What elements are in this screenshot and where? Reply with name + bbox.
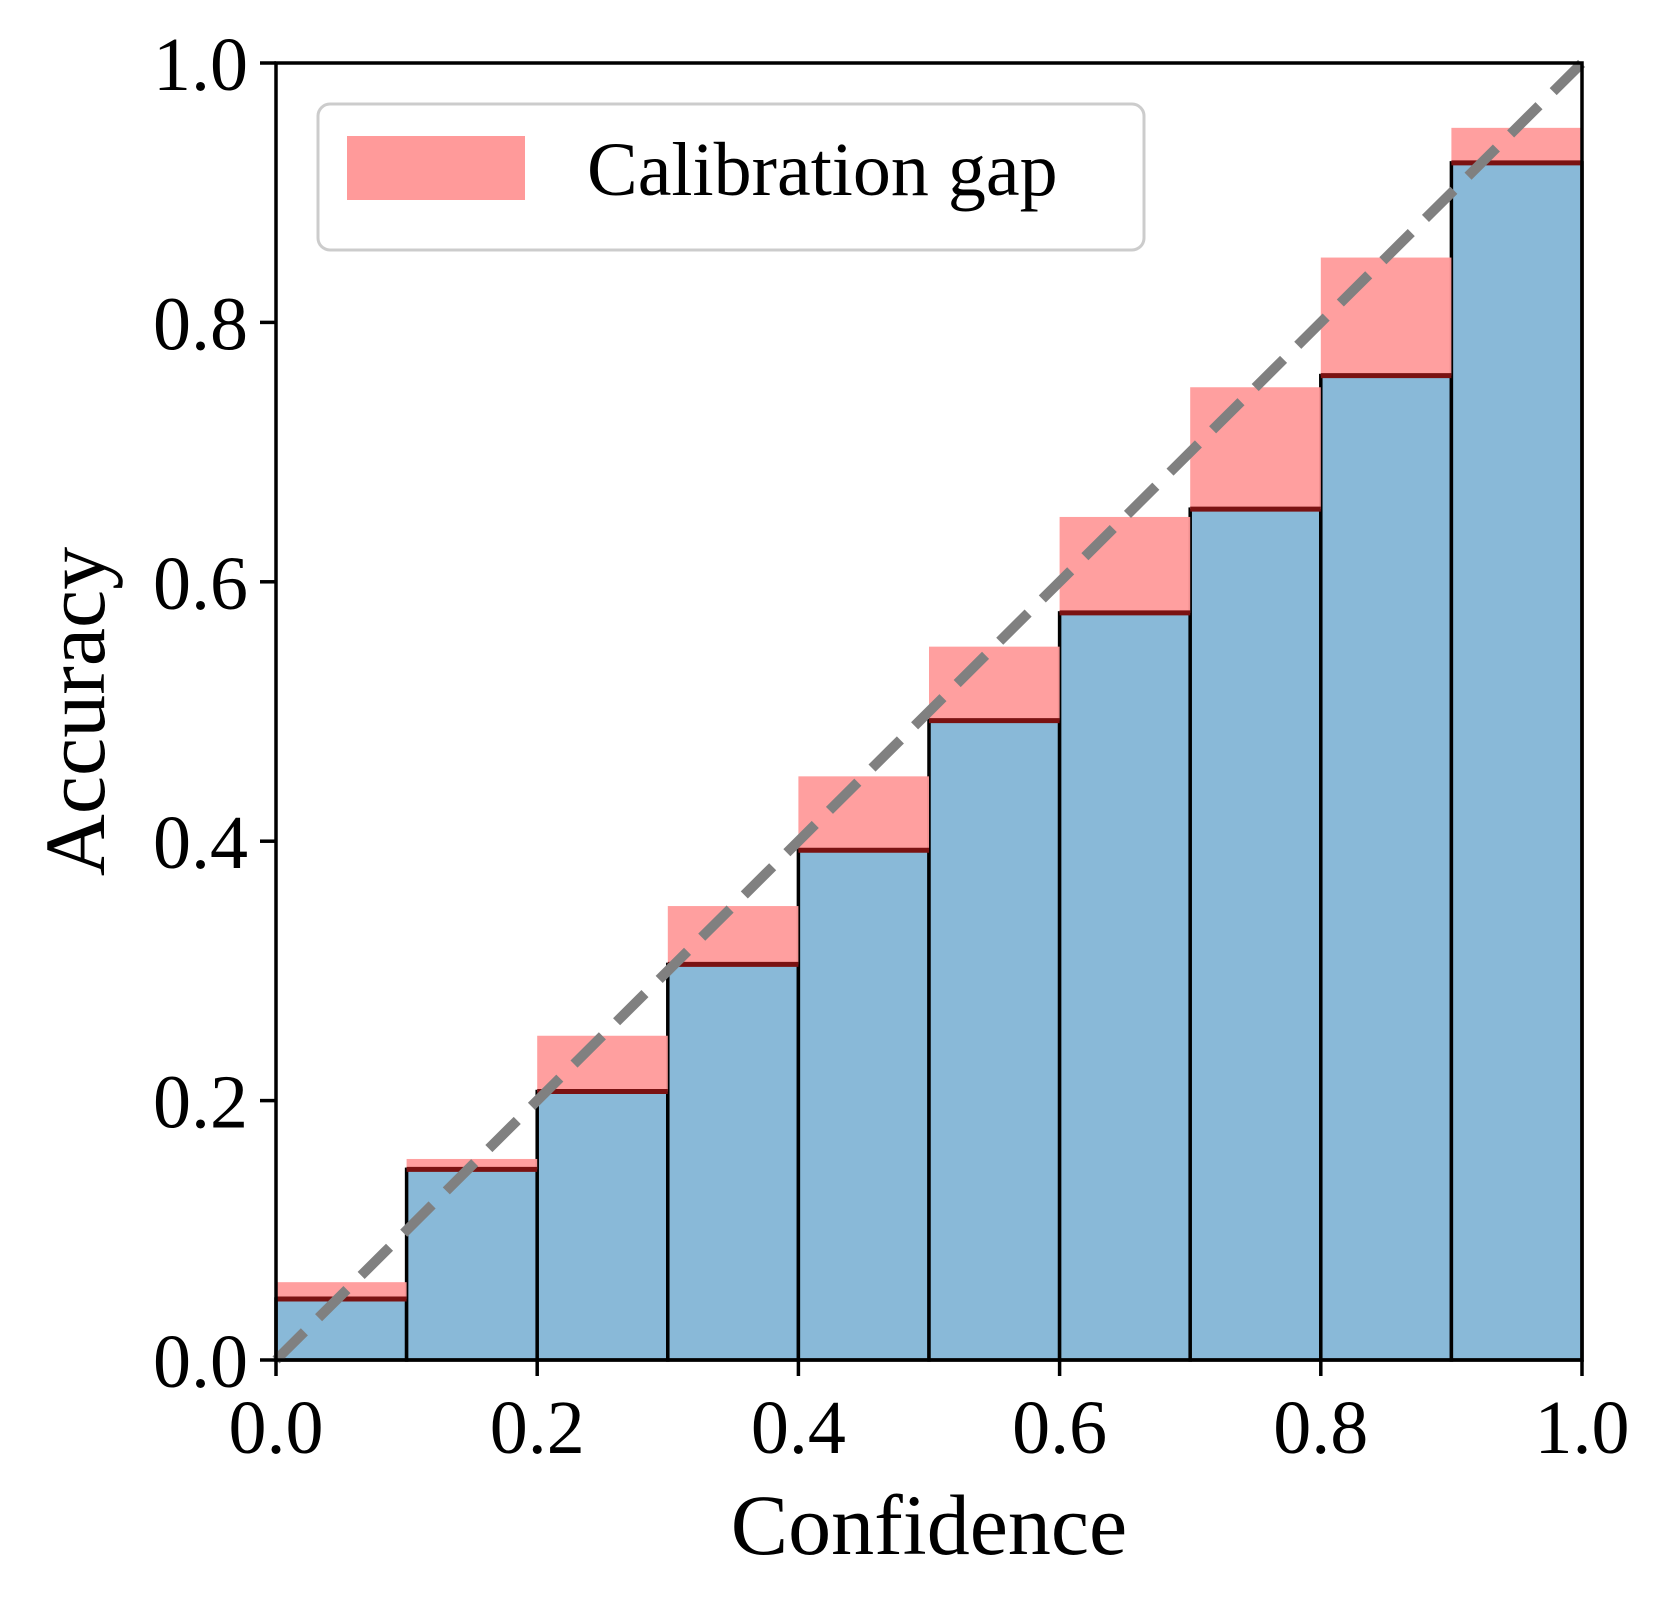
calibration-gap-8	[1190, 387, 1321, 510]
calibration-gap-6	[929, 646, 1060, 721]
legend: Calibration gap	[316, 102, 1146, 252]
x-tick-label-0: 0.0	[229, 1386, 324, 1470]
y-axis-label: Accuracy	[27, 547, 123, 876]
accuracy-bar-9	[1319, 373, 1454, 1362]
accuracy-bar-2	[404, 1167, 539, 1362]
plot-frame	[274, 61, 1584, 1362]
legend-label: Calibration gap	[587, 128, 1058, 212]
y-tick-label-2: 0.4	[153, 801, 248, 885]
y-tick-label-0: 0.0	[153, 1320, 248, 1404]
accuracy-bar-8	[1188, 507, 1323, 1362]
y-tick-label-1: 0.2	[153, 1061, 248, 1145]
calibration-gap-9	[1320, 257, 1452, 376]
x-tick-label-4: 0.8	[1273, 1386, 1368, 1470]
accuracy-bar-4	[666, 962, 801, 1362]
x-tick-label-1: 0.2	[490, 1386, 585, 1470]
accuracy-bar-10	[1449, 161, 1584, 1362]
y-tick-label-5: 1.0	[153, 23, 248, 107]
calibration-gap-5	[798, 776, 929, 851]
perfect-calibration-line	[272, 59, 1586, 1364]
accuracy-bar-3	[535, 1089, 670, 1362]
calibration-gaps	[276, 127, 1582, 1302]
accuracy-bar-5	[796, 848, 931, 1362]
x-tick-label-2: 0.4	[751, 1386, 846, 1470]
y-tick-label-3: 0.6	[153, 542, 248, 626]
accuracy-bars	[274, 161, 1584, 1362]
diagonal-layer	[272, 59, 1586, 1364]
y-tick-label-4: 0.8	[153, 282, 248, 366]
calibration-gap-7	[1059, 516, 1191, 613]
ticks: 0.0 0.2 0.4 0.6 0.8 1.0 0.0 0.2 0.4 0.6 0.8 1.0	[153, 23, 1630, 1470]
accuracy-bar-6	[927, 718, 1062, 1362]
axes	[274, 61, 1584, 1362]
x-tick-label-3: 0.6	[1012, 1386, 1107, 1470]
x-tick-label-5: 1.0	[1535, 1386, 1630, 1470]
accuracy-bar-1	[274, 1297, 409, 1362]
x-axis-label: Confidence	[731, 1477, 1127, 1573]
legend-swatch	[347, 136, 525, 200]
accuracy-bar-7	[1057, 611, 1192, 1362]
